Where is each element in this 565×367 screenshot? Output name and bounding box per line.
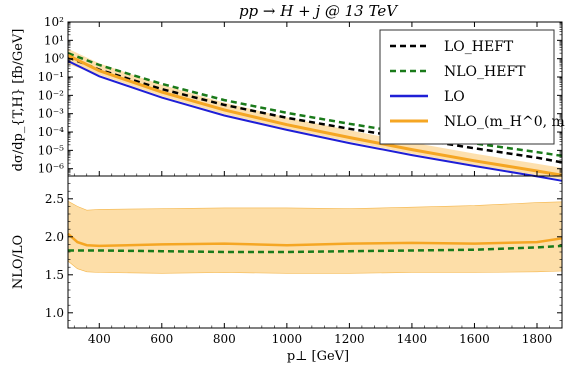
legend-box: [379, 29, 555, 145]
upper-panel: 10² 10¹ 10⁰ 10⁻¹ 10⁻² 10⁻³ 10⁻⁴ 10⁻⁵ 10⁻⁶: [38, 15, 563, 182]
chart-title: pp → H + j @ 13 TeV: [239, 2, 399, 20]
lower-y-tick-label: 1.0: [45, 306, 64, 320]
x-axis-label: p⊥ [GeV]: [287, 349, 349, 364]
upper-y-tick-label: 10⁻⁵: [38, 143, 65, 157]
upper-y-tick-label: 10⁻⁶: [38, 162, 65, 176]
ratio-series-line-1: [67, 232, 563, 248]
lower-panel: 1.0 1.5 2.0 2.5 400 600 800 1000 1200 1400 1600 180…: [45, 175, 563, 346]
x-tick-label: 400: [88, 332, 111, 346]
upper-y-tick-label: 10²: [44, 15, 64, 29]
x-tick-label: 1400: [397, 332, 428, 346]
upper-y-tick-label: 10⁰: [44, 52, 64, 66]
legend-label-2: LO: [444, 89, 465, 105]
x-tick-label: 1200: [334, 332, 365, 346]
lower-y-tick-label: 2.0: [45, 230, 64, 244]
ratio-series-line-0: [68, 244, 563, 254]
x-tick-label: 1000: [272, 332, 303, 346]
x-tick-label: 1800: [522, 332, 553, 346]
upper-y-tick-label: 10⁻¹: [38, 70, 64, 84]
upper-y-tick-label: 10⁻²: [38, 88, 65, 102]
x-tick-label: 800: [213, 332, 236, 346]
upper-series-line-3: [67, 54, 563, 177]
lower-y-tick-label: 2.5: [45, 192, 64, 206]
legend: LO_HEFT NLO_HEFT LO NLO_(m_H^0, m_t^2): [379, 29, 565, 145]
legend-label-0: LO_HEFT: [444, 39, 514, 55]
upper-y-axis-label: dσ/dp_{T,H} [fb/GeV]: [11, 29, 26, 172]
ratio-band-1: [67, 200, 563, 274]
upper-y-tick-label: 10⁻⁴: [38, 125, 65, 139]
lower-y-axis-label: NLO/LO: [11, 235, 26, 289]
upper-y-tick-label: 10¹: [44, 33, 64, 47]
x-tick-label: 1600: [459, 332, 490, 346]
legend-label-1: NLO_HEFT: [444, 64, 526, 80]
upper-series-line-2: [67, 60, 563, 182]
lower-y-tick-label: 1.5: [45, 268, 64, 282]
upper-y-tick-label: 10⁻³: [38, 107, 65, 121]
x-tick-label: 600: [150, 332, 173, 346]
legend-label-3: NLO_(m_H^0, m_t^2): [444, 114, 565, 130]
